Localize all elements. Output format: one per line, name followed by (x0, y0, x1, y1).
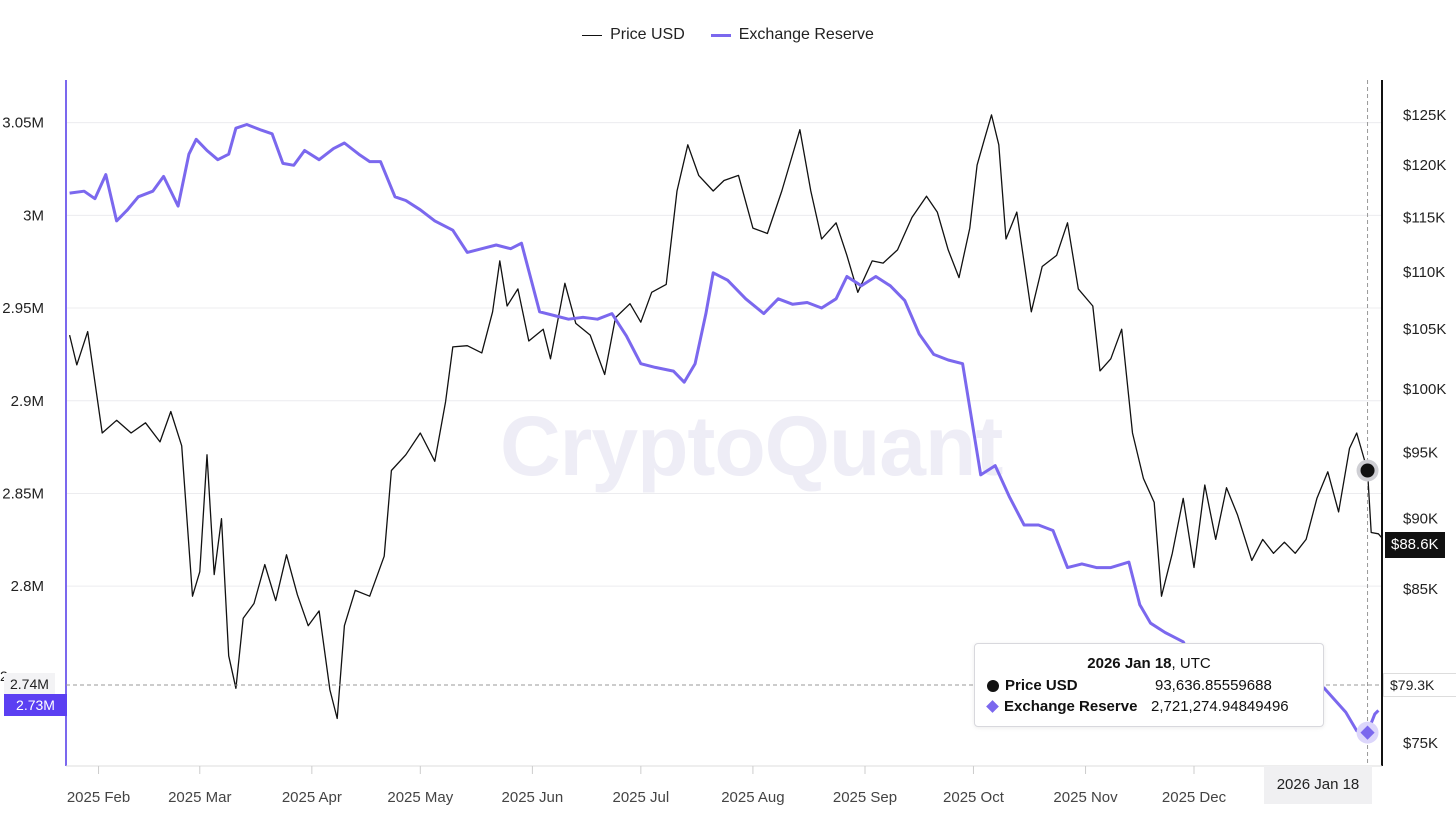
right-tick-label-3: $110K (1403, 264, 1445, 281)
right-tick-label-8: $85K (1403, 581, 1438, 598)
tooltip-reserve-value: 2,721,274.94849496 (1151, 698, 1289, 715)
tooltip-reserve-marker (986, 700, 999, 713)
tooltip-title: 2026 Jan 18, UTC (975, 655, 1323, 672)
watermark: CryptoQuant (500, 399, 1003, 493)
x-tick-label-6: 2025 Aug (721, 789, 784, 806)
left-tick-label-1: 3M (23, 207, 44, 224)
legend: Price USD Exchange Reserve (0, 26, 1456, 44)
right-tick-label-0: $125K (1403, 107, 1446, 124)
right-crosshair-badge: $79.3K (1383, 673, 1456, 697)
left-tick-label-0: 3.05M (2, 115, 44, 132)
x-tick-label-5: 2025 Jul (612, 789, 669, 806)
exchange-reserve-line (69, 123, 1380, 735)
x-tick-label-7: 2025 Sep (833, 789, 897, 806)
x-tick-label-2: 2025 Apr (282, 789, 342, 806)
left-crosshair-badge: 2.74M (4, 673, 55, 695)
right-tick-label-4: $105K (1403, 321, 1446, 338)
tooltip-price-value: 93,636.85559688 (1155, 677, 1272, 694)
left-reserve-badge: 2.73M (4, 694, 67, 716)
legend-swatch-price (582, 34, 603, 36)
right-tick-label-6: $95K (1403, 444, 1438, 461)
x-tick-label-0: 2025 Feb (67, 789, 130, 806)
legend-label-reserve: Exchange Reserve (738, 26, 874, 43)
x-tick-label-9: 2025 Nov (1053, 789, 1118, 806)
date-badge: 2026 Jan 18 (1264, 766, 1372, 804)
x-tick-label-4: 2025 Jun (502, 789, 564, 806)
legend-swatch-reserve (710, 33, 731, 37)
reserve-hover-point (1360, 725, 1375, 740)
left-tick-label-2: 2.95M (2, 300, 44, 317)
x-tick-label-10: 2025 Dec (1162, 789, 1227, 806)
left-tick-label-5: 2.8M (11, 578, 44, 595)
x-tick-label-1: 2025 Mar (168, 789, 231, 806)
legend-label-price: Price USD (610, 26, 685, 43)
x-tick-label-8: 2025 Oct (943, 789, 1005, 806)
right-tick-label-7: $90K (1403, 511, 1438, 528)
right-tick-label-1: $120K (1403, 157, 1446, 174)
price-usd-line (68, 114, 1383, 720)
tooltip-reserve-label: Exchange Reserve (1004, 698, 1138, 715)
tooltip-date: 2026 Jan 18 (1087, 655, 1172, 672)
right-tick-label-9: $75K (1403, 735, 1438, 752)
left-tick-label-3: 2.9M (11, 393, 44, 410)
right-price-badge: $88.6K (1385, 532, 1445, 558)
tooltip-row-price: Price USD 93,636.85559688 (987, 677, 1313, 694)
right-tick-label-5: $100K (1403, 381, 1446, 398)
left-tick-label-4: 2.85M (2, 485, 44, 502)
tooltip-row-reserve: Exchange Reserve 2,721,274.94849496 (986, 698, 1313, 715)
tooltip-price-marker (987, 679, 999, 692)
left-partial-label: 2 (0, 665, 8, 687)
x-tick-label-3: 2025 May (387, 789, 453, 806)
legend-item-price[interactable]: Price USD (582, 26, 685, 44)
price-hover-point (1360, 463, 1375, 478)
tooltip: 2026 Jan 18, UTC Price USD 93,636.855596… (974, 643, 1324, 727)
tooltip-price-label: Price USD (1005, 677, 1078, 694)
tooltip-timezone: , UTC (1171, 655, 1211, 672)
legend-item-reserve[interactable]: Exchange Reserve (710, 26, 874, 44)
right-tick-label-2: $115K (1403, 209, 1445, 226)
